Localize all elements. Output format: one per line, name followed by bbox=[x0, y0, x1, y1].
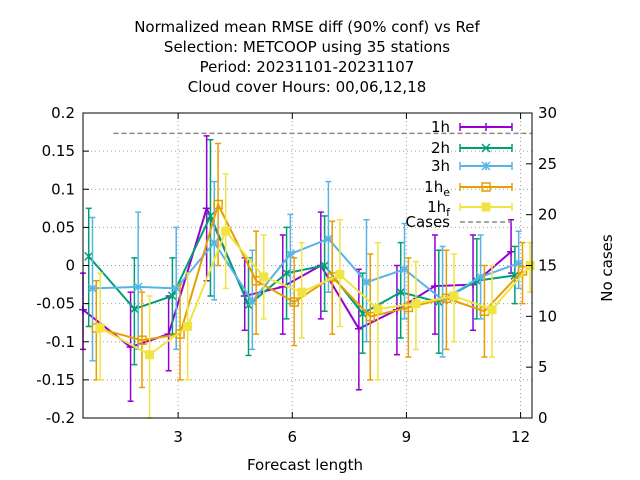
data-point bbox=[320, 260, 330, 271]
y-tick-label: -0.1 bbox=[46, 333, 75, 351]
data-point bbox=[289, 297, 299, 307]
y2-tick-label: 25 bbox=[538, 155, 557, 173]
x-tick-label: 12 bbox=[511, 428, 530, 446]
y-tick-label: 0 bbox=[65, 257, 75, 275]
title-line-2: Selection: METCOOP using 35 stations bbox=[164, 38, 450, 56]
chart-title: Normalized mean RMSE diff (90% conf) vs … bbox=[134, 18, 480, 96]
data-point bbox=[84, 251, 94, 261]
y2-tick-label: 5 bbox=[538, 358, 548, 376]
data-point bbox=[514, 258, 524, 268]
legend-label: 3h bbox=[431, 157, 450, 175]
legend-item-0: 1h bbox=[431, 118, 513, 136]
y-tick-label: 0.15 bbox=[42, 142, 75, 160]
x-tick-label: 3 bbox=[173, 428, 183, 446]
data-point bbox=[209, 238, 219, 248]
legend-label: 1he bbox=[424, 178, 450, 199]
data-point bbox=[129, 304, 139, 314]
data-point bbox=[323, 234, 333, 244]
data-point bbox=[133, 282, 143, 292]
data-point bbox=[171, 283, 181, 293]
data-point bbox=[259, 272, 269, 282]
y-tick-label: 0.05 bbox=[42, 218, 75, 236]
legend-subscript: e bbox=[443, 186, 450, 199]
series-0 bbox=[79, 135, 516, 402]
grid bbox=[83, 113, 532, 418]
data-point bbox=[137, 335, 147, 345]
legend-item-2: 3h bbox=[431, 157, 513, 175]
data-point bbox=[297, 287, 307, 297]
title-line-1: Normalized mean RMSE diff (90% conf) vs … bbox=[134, 18, 480, 36]
data-point bbox=[396, 287, 406, 297]
data-point bbox=[87, 283, 98, 293]
x-axis-label: Forecast length bbox=[247, 456, 363, 474]
data-point bbox=[481, 182, 491, 192]
legend-label: 1hf bbox=[427, 198, 451, 219]
data-point bbox=[183, 322, 193, 331]
series-4 bbox=[95, 173, 535, 419]
y2-tick-label: 15 bbox=[538, 257, 557, 275]
data-point bbox=[365, 311, 376, 322]
data-point bbox=[205, 211, 216, 221]
legend-label: 1h bbox=[431, 118, 450, 136]
data-point bbox=[510, 270, 520, 280]
data-point bbox=[481, 143, 491, 153]
series-3 bbox=[91, 142, 528, 389]
y2-tick-label: 30 bbox=[538, 104, 557, 122]
legend-subscript: f bbox=[446, 206, 451, 219]
legend-label: 2h bbox=[431, 139, 450, 157]
title-line-3: Period: 20231101-20231107 bbox=[200, 58, 415, 76]
legend-item-1: 2h bbox=[431, 139, 513, 157]
legend-item-4: 1hf bbox=[427, 198, 513, 219]
legend-item-cases: Cases bbox=[405, 213, 512, 231]
data-point bbox=[449, 291, 459, 301]
data-point bbox=[145, 350, 155, 360]
data-point bbox=[411, 299, 421, 309]
data-point bbox=[399, 264, 410, 274]
y-tick-label: -0.15 bbox=[36, 371, 75, 389]
data-point bbox=[487, 305, 497, 315]
data-point bbox=[282, 268, 292, 278]
data-point bbox=[247, 296, 257, 306]
data-point bbox=[221, 226, 231, 236]
legend-label: Cases bbox=[405, 213, 450, 231]
data-point bbox=[213, 199, 223, 210]
series-layer bbox=[79, 135, 535, 419]
series-2 bbox=[87, 180, 524, 362]
y-tick-label: 0.1 bbox=[51, 180, 75, 198]
x-tick-label: 6 bbox=[288, 428, 298, 446]
legend-item-3: 1he bbox=[424, 178, 513, 199]
data-point bbox=[481, 202, 491, 212]
data-point bbox=[481, 161, 491, 171]
data-point bbox=[476, 272, 486, 282]
data-point bbox=[167, 291, 177, 301]
data-point bbox=[373, 304, 383, 314]
y2-tick-label: 10 bbox=[538, 307, 557, 325]
x-tick-label: 9 bbox=[402, 428, 412, 446]
data-point bbox=[95, 323, 105, 333]
data-point bbox=[285, 249, 295, 259]
y-tick-label: 0.2 bbox=[51, 104, 75, 122]
y-tick-label: -0.2 bbox=[46, 409, 75, 427]
y2-tick-label: 20 bbox=[538, 206, 557, 224]
series-line bbox=[99, 229, 531, 356]
y2-axis-label: No cases bbox=[598, 234, 616, 302]
axis-ticks: -0.2 -0.15 -0.1 -0.05 0 0.05 0.1 0.15 0.2 0 5 10 15 2… bbox=[36, 104, 557, 446]
y2-tick-label: 0 bbox=[538, 409, 548, 427]
title-line-4: Cloud cover Hours: 00,06,12,18 bbox=[188, 78, 427, 96]
y-tick-label: -0.05 bbox=[36, 295, 75, 313]
data-point bbox=[335, 270, 345, 280]
data-point bbox=[361, 277, 372, 287]
